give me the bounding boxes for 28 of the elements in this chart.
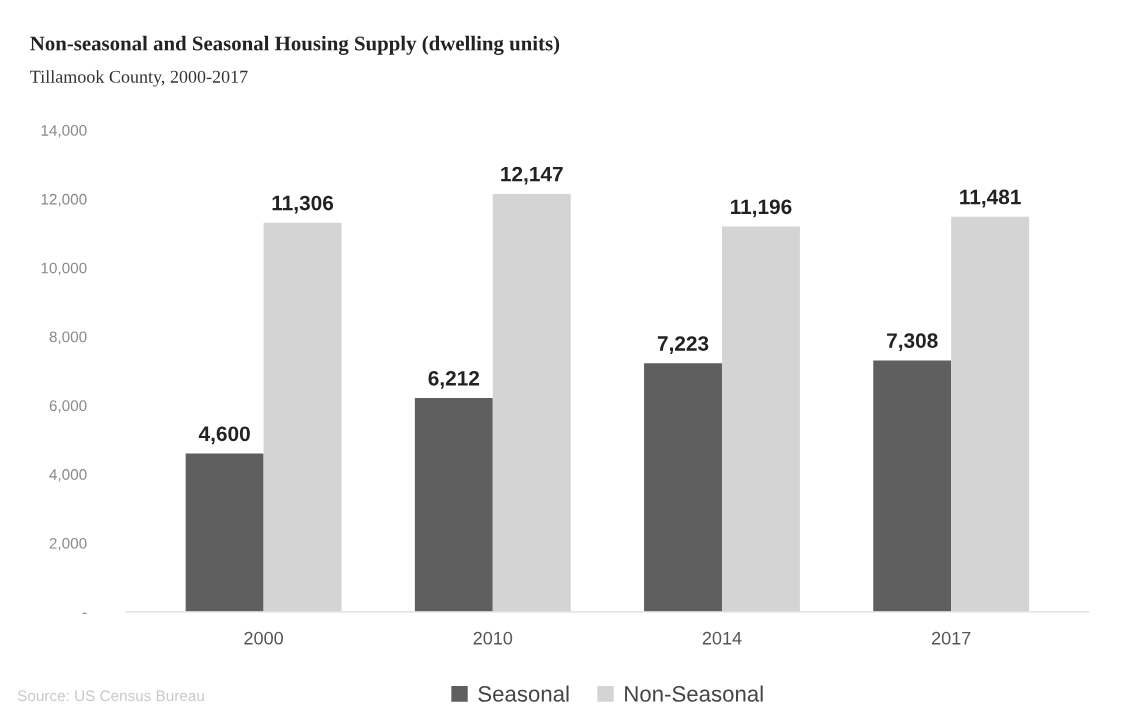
bar [185, 453, 264, 612]
bar [873, 360, 952, 612]
data-label: 6,212 [428, 370, 480, 389]
x-tick-label: 2014 [702, 631, 742, 645]
chart-subtitle: Tillamook County, 2000-2017 [30, 70, 248, 87]
data-label: 7,223 [657, 336, 709, 354]
y-tick-label: - [82, 612, 87, 614]
x-tick-label: 2000 [244, 631, 283, 645]
legend-label: Non-Seasonal [625, 685, 763, 702]
legend-label: Seasonal [478, 685, 569, 702]
y-tick-label: 14,000 [41, 125, 87, 138]
data-label: 11,481 [960, 189, 1021, 208]
data-label: 4,600 [198, 426, 250, 445]
x-tick-label: 2017 [932, 631, 971, 645]
data-label: 7,308 [887, 333, 938, 351]
data-label: 12,147 [501, 166, 563, 185]
y-tick-label: 6,000 [49, 400, 87, 413]
bar [414, 398, 493, 612]
chart-title: Non-seasonal and Seasonal Housing Supply (dwelling units) [30, 35, 560, 55]
data-label: 11,306 [272, 195, 334, 214]
bar [644, 363, 722, 612]
y-tick-label: 10,000 [41, 262, 87, 276]
x-tick-label: 2010 [473, 631, 513, 645]
y-tick-label: 2,000 [49, 537, 87, 551]
y-tick-label: 12,000 [41, 193, 87, 207]
data-label: 11,196 [730, 199, 792, 218]
y-tick-label: 4,000 [49, 469, 87, 482]
y-tick-label: 8,000 [49, 331, 87, 345]
